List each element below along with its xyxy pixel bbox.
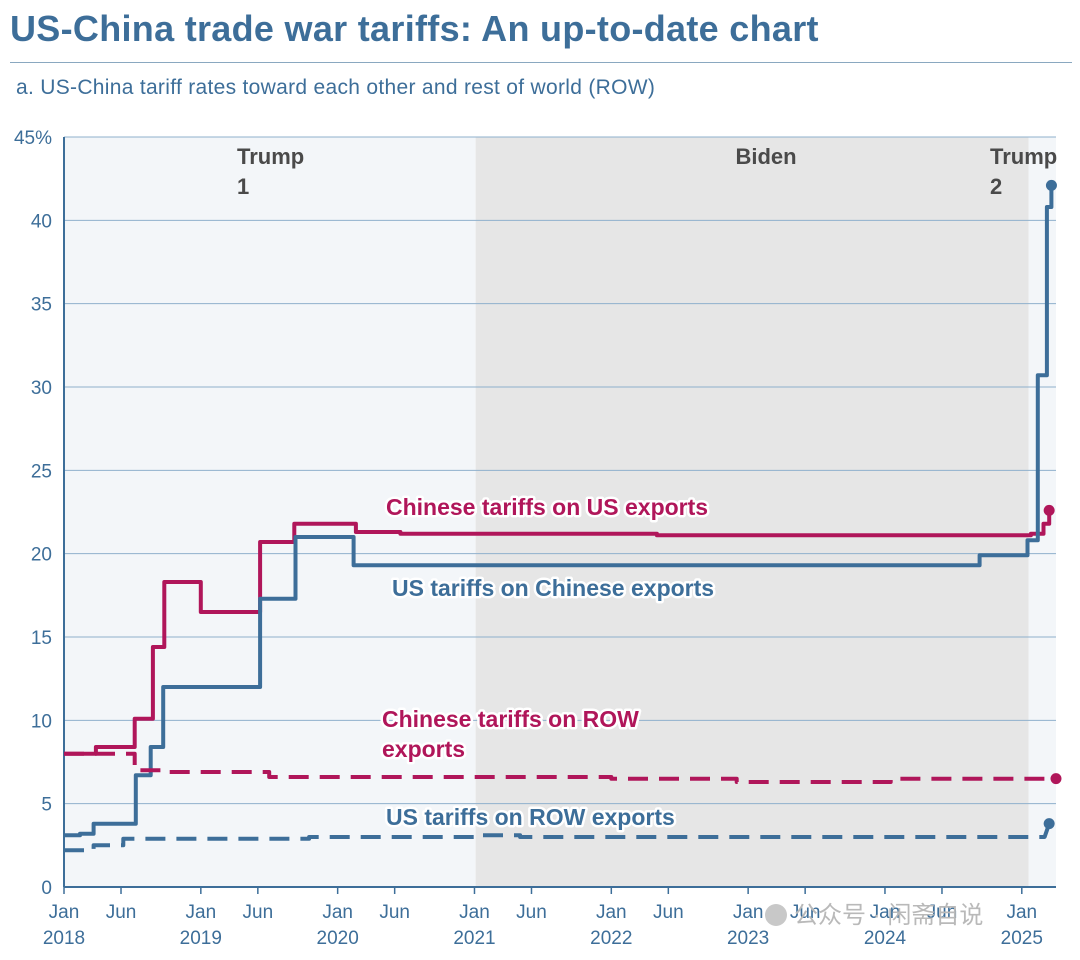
x-tick-label-13: Jun [927, 902, 958, 923]
y-tick-label-7: 10 [31, 711, 52, 732]
y-tick-label-2: 35 [31, 295, 52, 316]
series-end-dot-1 [1045, 179, 1057, 191]
x-tick-label-4: Jan [322, 902, 353, 923]
x-tick-label-7: Jun [516, 902, 547, 923]
y-tick-label-9: 0 [41, 878, 52, 899]
y-tick-label-8: 5 [41, 795, 52, 816]
x-tick-label-11: Jun [790, 902, 821, 923]
period-shade-0 [64, 137, 476, 887]
y-tick-label-6: 15 [31, 628, 52, 649]
x-tick-label-9: Jun [653, 902, 684, 923]
x-tick-label-14: Jan [1006, 902, 1037, 923]
period-label-2: Trump [990, 144, 1057, 169]
y-tick-label-4: 25 [31, 461, 52, 482]
x-tick-year-10: 2023 [727, 928, 769, 949]
chart-title: US-China trade war tariffs: An up-to-dat… [10, 8, 819, 49]
annotation-label-2-line2: exports [382, 736, 465, 762]
annotation-label-3: US tariffs on ROW exports [386, 804, 675, 830]
x-tick-year-2: 2019 [180, 928, 222, 949]
x-tick-year-12: 2024 [864, 928, 907, 949]
x-tick-year-6: 2021 [453, 928, 495, 949]
x-tick-year-0: 2018 [43, 928, 85, 949]
annotation-label-0: Chinese tariffs on US exports [386, 494, 708, 520]
x-tick-label-0: Jan [49, 902, 80, 923]
x-tick-label-1: Jun [106, 902, 137, 923]
x-tick-year-8: 2022 [590, 928, 632, 949]
x-tick-label-8: Jan [596, 902, 627, 923]
period-label-0-line2: 1 [237, 174, 249, 199]
y-tick-label-0: 45% [14, 128, 52, 149]
x-tick-label-6: Jan [459, 902, 490, 923]
y-tick-label-5: 20 [31, 545, 52, 566]
period-shade-1 [475, 137, 1029, 887]
y-tick-label-1: 40 [31, 211, 52, 232]
watermark-text: 公众号 · 闲斋自说 [794, 902, 983, 929]
chart-subtitle: a. US-China tariff rates toward each oth… [16, 76, 656, 99]
x-tick-label-10: Jan [733, 902, 764, 923]
x-tick-year-4: 2020 [317, 928, 359, 949]
series-end-dot-3 [1043, 818, 1055, 830]
x-tick-label-3: Jun [243, 902, 274, 923]
y-tick-label-3: 30 [31, 378, 52, 399]
series-end-dot-0 [1043, 504, 1055, 516]
x-tick-label-5: Jun [379, 902, 410, 923]
annotation-label-2: Chinese tariffs on ROW [382, 706, 639, 732]
series-line-1 [64, 185, 1054, 838]
x-tick-label-2: Jan [186, 902, 217, 923]
period-label-0: Trump [237, 144, 304, 169]
x-tick-label-12: Jan [870, 902, 901, 923]
wechat-icon [765, 904, 787, 926]
annotation-label-1: US tariffs on Chinese exports [392, 575, 714, 601]
period-label-1: Biden [735, 144, 796, 169]
x-tick-year-14: 2025 [1001, 928, 1043, 949]
title-divider [10, 62, 1072, 63]
series-end-dot-2 [1050, 773, 1062, 785]
series-line-3 [64, 823, 1052, 853]
period-label-2-line2: 2 [990, 174, 1002, 199]
